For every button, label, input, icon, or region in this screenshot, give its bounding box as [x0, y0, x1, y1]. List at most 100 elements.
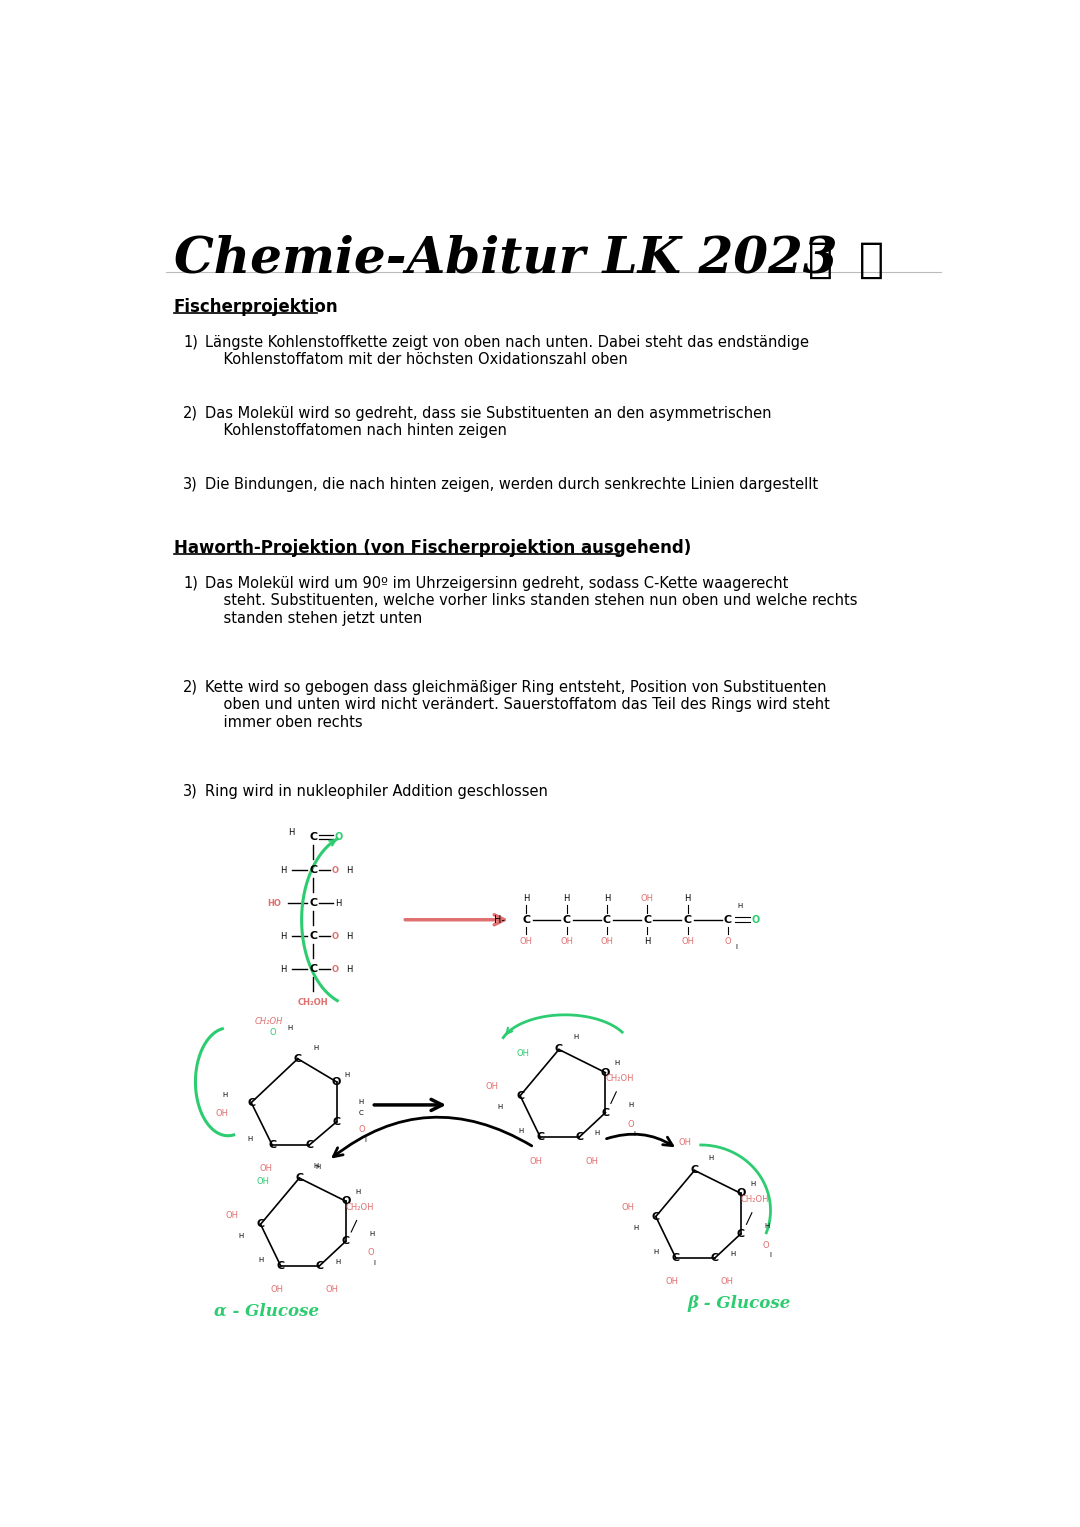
Text: O: O: [737, 1188, 745, 1199]
Text: H: H: [355, 1190, 361, 1196]
Text: C: C: [651, 1211, 660, 1222]
Text: H: H: [572, 1034, 578, 1040]
Text: C: C: [294, 1054, 301, 1064]
Text: O: O: [269, 1028, 276, 1037]
Text: OH: OH: [665, 1278, 678, 1286]
Text: I: I: [735, 944, 738, 950]
Text: C: C: [563, 915, 570, 925]
Text: O: O: [725, 936, 731, 945]
Text: C: C: [295, 1173, 303, 1183]
Text: C: C: [309, 832, 318, 841]
Text: H: H: [595, 1130, 599, 1136]
Text: HO: HO: [268, 899, 282, 907]
Text: OH: OH: [530, 1156, 543, 1165]
Text: OH: OH: [516, 1049, 529, 1058]
Text: C: C: [247, 1098, 255, 1107]
Text: H: H: [359, 1099, 364, 1106]
Text: H: H: [518, 1128, 524, 1135]
Text: OH: OH: [621, 1203, 634, 1212]
Text: C: C: [690, 1165, 699, 1176]
Text: C: C: [276, 1261, 285, 1270]
Text: C: C: [602, 1107, 609, 1118]
Text: C: C: [341, 1237, 350, 1246]
Text: C: C: [684, 915, 691, 925]
Text: O: O: [751, 915, 759, 925]
Text: H: H: [523, 893, 529, 902]
Text: OH: OH: [600, 936, 613, 945]
Text: C: C: [268, 1141, 276, 1150]
Text: H: H: [615, 1060, 620, 1066]
Text: OH: OH: [215, 1109, 228, 1118]
Text: 3): 3): [183, 783, 198, 799]
Text: 2): 2): [183, 680, 198, 695]
Text: H: H: [287, 1025, 293, 1031]
Text: C: C: [359, 1110, 363, 1116]
Text: Kette wird so gebogen dass gleichmäßiger Ring entsteht, Position von Substituent: Kette wird so gebogen dass gleichmäßiger…: [205, 680, 829, 730]
Text: Längste Kohlenstoffkette zeigt von oben nach unten. Dabei steht das endständige
: Längste Kohlenstoffkette zeigt von oben …: [205, 334, 809, 368]
Text: C: C: [575, 1132, 583, 1142]
Text: H: H: [288, 828, 295, 837]
Text: H: H: [281, 965, 287, 974]
Text: H: H: [653, 1249, 659, 1255]
Text: H: H: [346, 965, 352, 974]
Text: Das Molekül wird so gedreht, dass sie Substituenten an den asymmetrischen
    Ko: Das Molekül wird so gedreht, dass sie Su…: [205, 406, 771, 438]
Text: H: H: [498, 1104, 503, 1110]
Text: C: C: [309, 866, 318, 875]
Text: H: H: [239, 1232, 243, 1238]
Text: C: C: [711, 1254, 719, 1263]
Text: OH: OH: [326, 1286, 339, 1293]
Text: H: H: [629, 1102, 634, 1109]
Text: 3): 3): [183, 476, 198, 492]
Text: Haworth-Projektion (von Fischerprojektion ausgehend): Haworth-Projektion (von Fischerprojektio…: [174, 539, 691, 557]
Text: O: O: [359, 1125, 365, 1135]
Text: C: C: [672, 1254, 680, 1263]
Text: C: C: [309, 931, 318, 941]
Text: OH: OH: [259, 1164, 272, 1173]
Text: OH: OH: [721, 1278, 734, 1286]
Text: C: C: [523, 915, 530, 925]
Text: O: O: [332, 965, 339, 974]
Text: C: C: [309, 898, 318, 909]
Text: H: H: [738, 902, 742, 909]
Text: H: H: [685, 893, 691, 902]
Text: OH: OH: [585, 1156, 598, 1165]
Text: Ring wird in nukleophiler Addition geschlossen: Ring wird in nukleophiler Addition gesch…: [205, 783, 548, 799]
Text: H: H: [564, 893, 570, 902]
Text: O: O: [335, 832, 343, 841]
Text: H: H: [634, 1225, 638, 1231]
Text: O: O: [332, 866, 339, 875]
Text: CH₂OH: CH₂OH: [298, 999, 328, 1006]
Text: H: H: [313, 1164, 319, 1168]
Text: O: O: [600, 1067, 610, 1078]
Text: C: C: [644, 915, 651, 925]
Text: O: O: [341, 1196, 351, 1206]
Text: β - Glucose: β - Glucose: [688, 1295, 792, 1312]
Text: H: H: [751, 1182, 756, 1188]
Text: C: C: [516, 1090, 524, 1101]
Text: α - Glucose: α - Glucose: [214, 1303, 320, 1319]
Text: C: C: [306, 1141, 313, 1150]
Text: Das Molekül wird um 90º im Uhrzeigersinn gedreht, sodass C-Kette waagerecht
    : Das Molekül wird um 90º im Uhrzeigersinn…: [205, 576, 858, 626]
Text: OH: OH: [681, 936, 694, 945]
Text: C: C: [555, 1044, 563, 1055]
Text: OH: OH: [561, 936, 573, 945]
Text: H: H: [730, 1251, 735, 1257]
Text: C: C: [333, 1116, 340, 1127]
Text: 1): 1): [183, 576, 198, 591]
Text: H: H: [708, 1154, 714, 1161]
Text: OH: OH: [226, 1211, 239, 1220]
Text: Fischerprojektion: Fischerprojektion: [174, 298, 338, 316]
Text: 2): 2): [183, 406, 198, 421]
Text: H: H: [335, 1258, 340, 1264]
Text: H-: H-: [494, 915, 504, 925]
Text: I: I: [633, 1132, 635, 1138]
Text: H: H: [222, 1092, 228, 1098]
Text: H: H: [335, 899, 341, 907]
Text: H: H: [604, 893, 610, 902]
Text: CH₂OH: CH₂OH: [741, 1196, 769, 1205]
Text: H: H: [247, 1136, 253, 1142]
Text: O: O: [332, 931, 339, 941]
Text: H: H: [315, 1164, 321, 1170]
Text: O: O: [367, 1248, 374, 1257]
Text: H: H: [281, 866, 287, 875]
